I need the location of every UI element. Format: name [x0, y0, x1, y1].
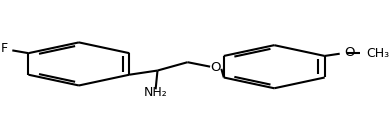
Text: O: O [344, 46, 355, 59]
Text: NH₂: NH₂ [144, 86, 167, 99]
Text: O: O [210, 61, 221, 74]
Text: CH₃: CH₃ [366, 47, 389, 60]
Text: F: F [1, 42, 8, 55]
